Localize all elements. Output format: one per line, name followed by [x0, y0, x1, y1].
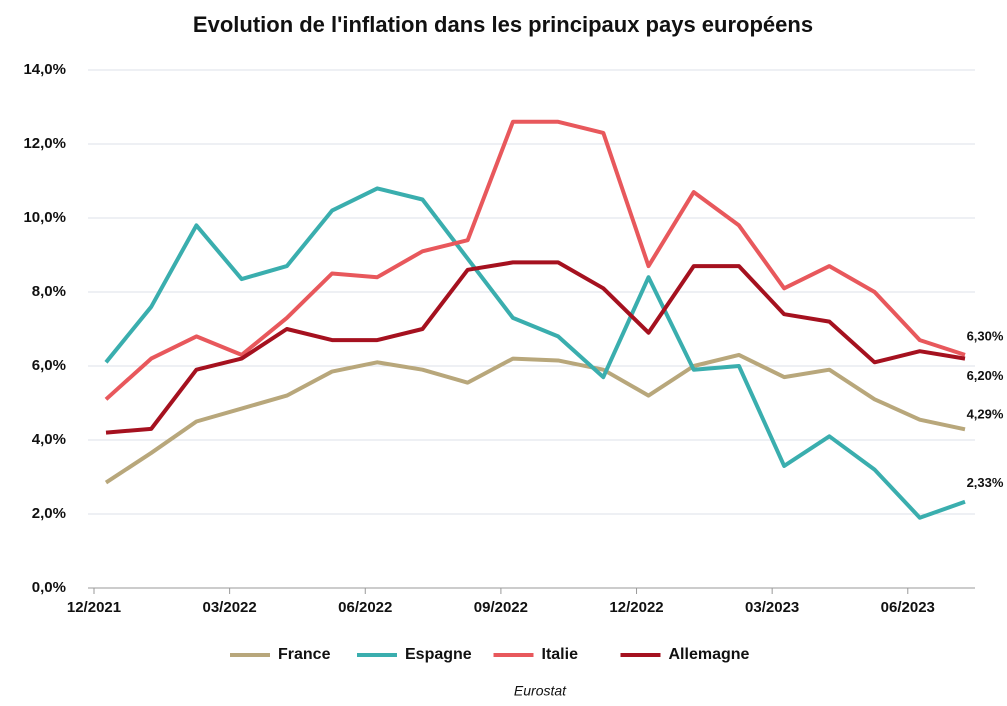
y-tick-label: 4,0%: [32, 431, 66, 448]
chart-title: Evolution de l'inflation dans les princi…: [193, 12, 813, 37]
source: Eurostat: [514, 683, 567, 699]
y-tick-label: 14,0%: [23, 61, 66, 78]
y-tick-label: 6,0%: [32, 357, 66, 374]
y-tick-label: 12,0%: [23, 135, 66, 152]
series-line: [105, 260, 966, 435]
series-line: [104, 352, 966, 485]
y-tick-label: 2,0%: [32, 505, 66, 522]
data-label: 6,20%: [967, 368, 1004, 383]
x-tick-label: 12/2022: [609, 599, 663, 616]
data-label: 6,30%: [967, 328, 1004, 343]
series-line: [104, 186, 966, 520]
legend-label: France: [278, 646, 331, 663]
y-tick-label: 8,0%: [32, 283, 66, 300]
y-tick-label: 0,0%: [32, 579, 66, 596]
x-tick-label: 06/2023: [881, 599, 935, 616]
x-tick-label: 03/2022: [203, 599, 257, 616]
x-tick-label: 06/2022: [338, 599, 392, 616]
x-tick-label: 03/2023: [745, 599, 799, 616]
data-label: 2,33%: [967, 475, 1004, 490]
data-label: 4,29%: [967, 407, 1004, 422]
legend-label: Italie: [542, 646, 579, 663]
series-line: [104, 119, 966, 401]
x-tick-label: 12/2021: [67, 599, 121, 616]
x-tick-label: 09/2022: [474, 599, 528, 616]
y-tick-label: 10,0%: [23, 209, 66, 226]
legend-label: Allemagne: [669, 646, 750, 663]
legend-label: Espagne: [405, 646, 472, 663]
